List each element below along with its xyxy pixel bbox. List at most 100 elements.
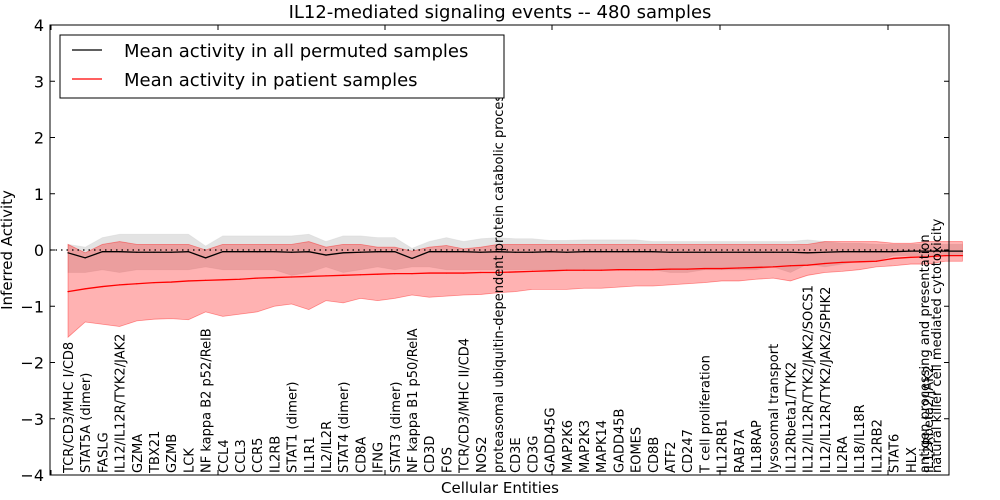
x-tick-label: LCK [182, 448, 197, 473]
permuted-mean-point [807, 252, 809, 254]
permuted-mean-point [531, 251, 534, 253]
permuted-mean-point [222, 251, 224, 253]
y-tick-label: 1 [34, 185, 44, 204]
permuted-mean-point [359, 251, 361, 253]
permuted-mean-point [84, 257, 86, 259]
patient-mean-point [961, 255, 964, 257]
permuted-mean-point [153, 251, 155, 253]
x-tick-label: IL12Rbeta1/TYK2 [784, 362, 799, 473]
x-tick-label: CD8A [354, 437, 369, 473]
permuted-mean-point [703, 251, 706, 253]
patient-mean-point [927, 256, 929, 258]
x-tick-label: T cell proliferation [698, 355, 713, 474]
permuted-mean-point [170, 251, 172, 253]
x-tick-label: TBX21 [148, 431, 163, 474]
x-tick-label: NF kappa B1 p50/RelA [406, 328, 421, 473]
patient-mean-point [721, 267, 723, 270]
patient-mean-point [84, 288, 86, 290]
patient-mean-point [583, 269, 585, 271]
y-tick-label: −3 [20, 410, 44, 429]
x-tick-label: MAP2K6 [561, 420, 576, 473]
y-axis: 4 3 2 1 0 −1 −2 −3 −4 [20, 16, 949, 485]
patient-mean-point [566, 269, 568, 271]
patient-mean-point [67, 291, 69, 293]
x-tick-label: FOS [440, 447, 455, 473]
permuted-mean-point [325, 254, 327, 256]
patient-mean-point [686, 268, 688, 270]
permuted-mean-point [239, 251, 241, 253]
permuted-mean-point [721, 251, 723, 253]
permuted-mean-point [136, 251, 138, 253]
patient-mean-point [325, 275, 327, 277]
permuted-mean-point [377, 251, 379, 253]
permuted-mean-point [428, 251, 430, 253]
patient-mean-point [549, 270, 551, 272]
patient-mean-point [222, 279, 224, 281]
patient-mean-point [755, 266, 757, 269]
patient-mean-point [291, 276, 293, 278]
patient-mean-point [531, 270, 534, 272]
permuted-mean-point [600, 251, 602, 253]
permuted-mean-point [119, 251, 121, 253]
patient-mean-point [170, 281, 172, 283]
patient-mean-point [652, 269, 654, 271]
permuted-mean-point [463, 251, 465, 253]
patient-mean-point [789, 265, 792, 267]
x-tick-label: IL1R1 [303, 436, 318, 473]
y-tick-label: −2 [20, 354, 44, 373]
patient-mean-point [411, 273, 413, 275]
patient-mean-point [738, 267, 740, 269]
permuted-mean-point [256, 251, 258, 253]
permuted-mean-point [291, 251, 293, 253]
permuted-mean-point [205, 257, 207, 259]
y-tick-label: 3 [34, 72, 44, 91]
legend-box [59, 34, 505, 99]
plot-frame [49, 24, 950, 476]
x-tick-label: IL12RB2 [870, 419, 885, 473]
patient-mean-point [669, 268, 671, 270]
patient-mean-point [445, 272, 447, 274]
x-tick-label: CCR5 [251, 438, 266, 473]
x-tick-label: NOS2 [475, 437, 490, 473]
patient-mean-point [394, 273, 396, 275]
y-tick-label: 2 [34, 129, 44, 148]
patient-mean-point [136, 283, 138, 285]
x-tick-label: NF kappa B2 p52/RelB [200, 328, 215, 473]
permuted-mean-point [583, 251, 585, 253]
x-tick-label: HLX [905, 447, 920, 473]
patient-mean-point [600, 269, 602, 271]
x-tick-label: lysosomal transport [767, 344, 782, 473]
x-tick-label: MAPK14 [595, 420, 610, 473]
permuted-mean-point [445, 251, 447, 253]
permuted-mean-point [910, 250, 912, 252]
x-axis: TCR/CD3/MHC I/CD8 STAT5A (dimer) FASLG IL12… [62, 88, 945, 474]
x-tick-label: GZMB [165, 434, 180, 473]
permuted-mean-point [67, 252, 69, 254]
permuted-mean-point [394, 251, 396, 253]
permuted-mean-point [841, 251, 843, 253]
permuted-mean-point [635, 251, 637, 253]
permuted-mean-point [549, 251, 551, 253]
patient-mean-point [910, 256, 912, 258]
y-tick-label: 0 [34, 241, 44, 260]
patient-mean-point [893, 257, 895, 260]
x-tick-label: IL18/IL18R [853, 404, 868, 473]
x-tick-label: IL2RB [268, 436, 283, 473]
permuted-mean-point [738, 251, 740, 253]
x-tick-label: proteasomal ubiquitin-dependent protein … [492, 88, 507, 473]
patient-mean-point [858, 261, 860, 263]
x-tick-label: IL12/IL12R/TYK2/JAK2 [114, 334, 129, 473]
permuted-mean-point [342, 252, 344, 254]
x-tick-label: IL12/IL12R/TYK2/JAK2/SPHK2 [819, 287, 834, 473]
permuted-mean-point [893, 251, 895, 253]
legend: Mean activity in all permuted samples Me… [59, 34, 505, 99]
patient-band [67, 241, 963, 339]
legend-label-patient: Mean activity in patient samples [124, 70, 418, 91]
permuted-mean-point [514, 251, 516, 253]
patient-mean-point [944, 255, 946, 257]
permuted-mean-point [669, 251, 671, 253]
permuted-mean-point [411, 257, 413, 260]
x-tick-label: IL18RAP [750, 420, 765, 473]
patient-mean-point [617, 269, 620, 271]
permuted-mean-point [480, 251, 482, 253]
